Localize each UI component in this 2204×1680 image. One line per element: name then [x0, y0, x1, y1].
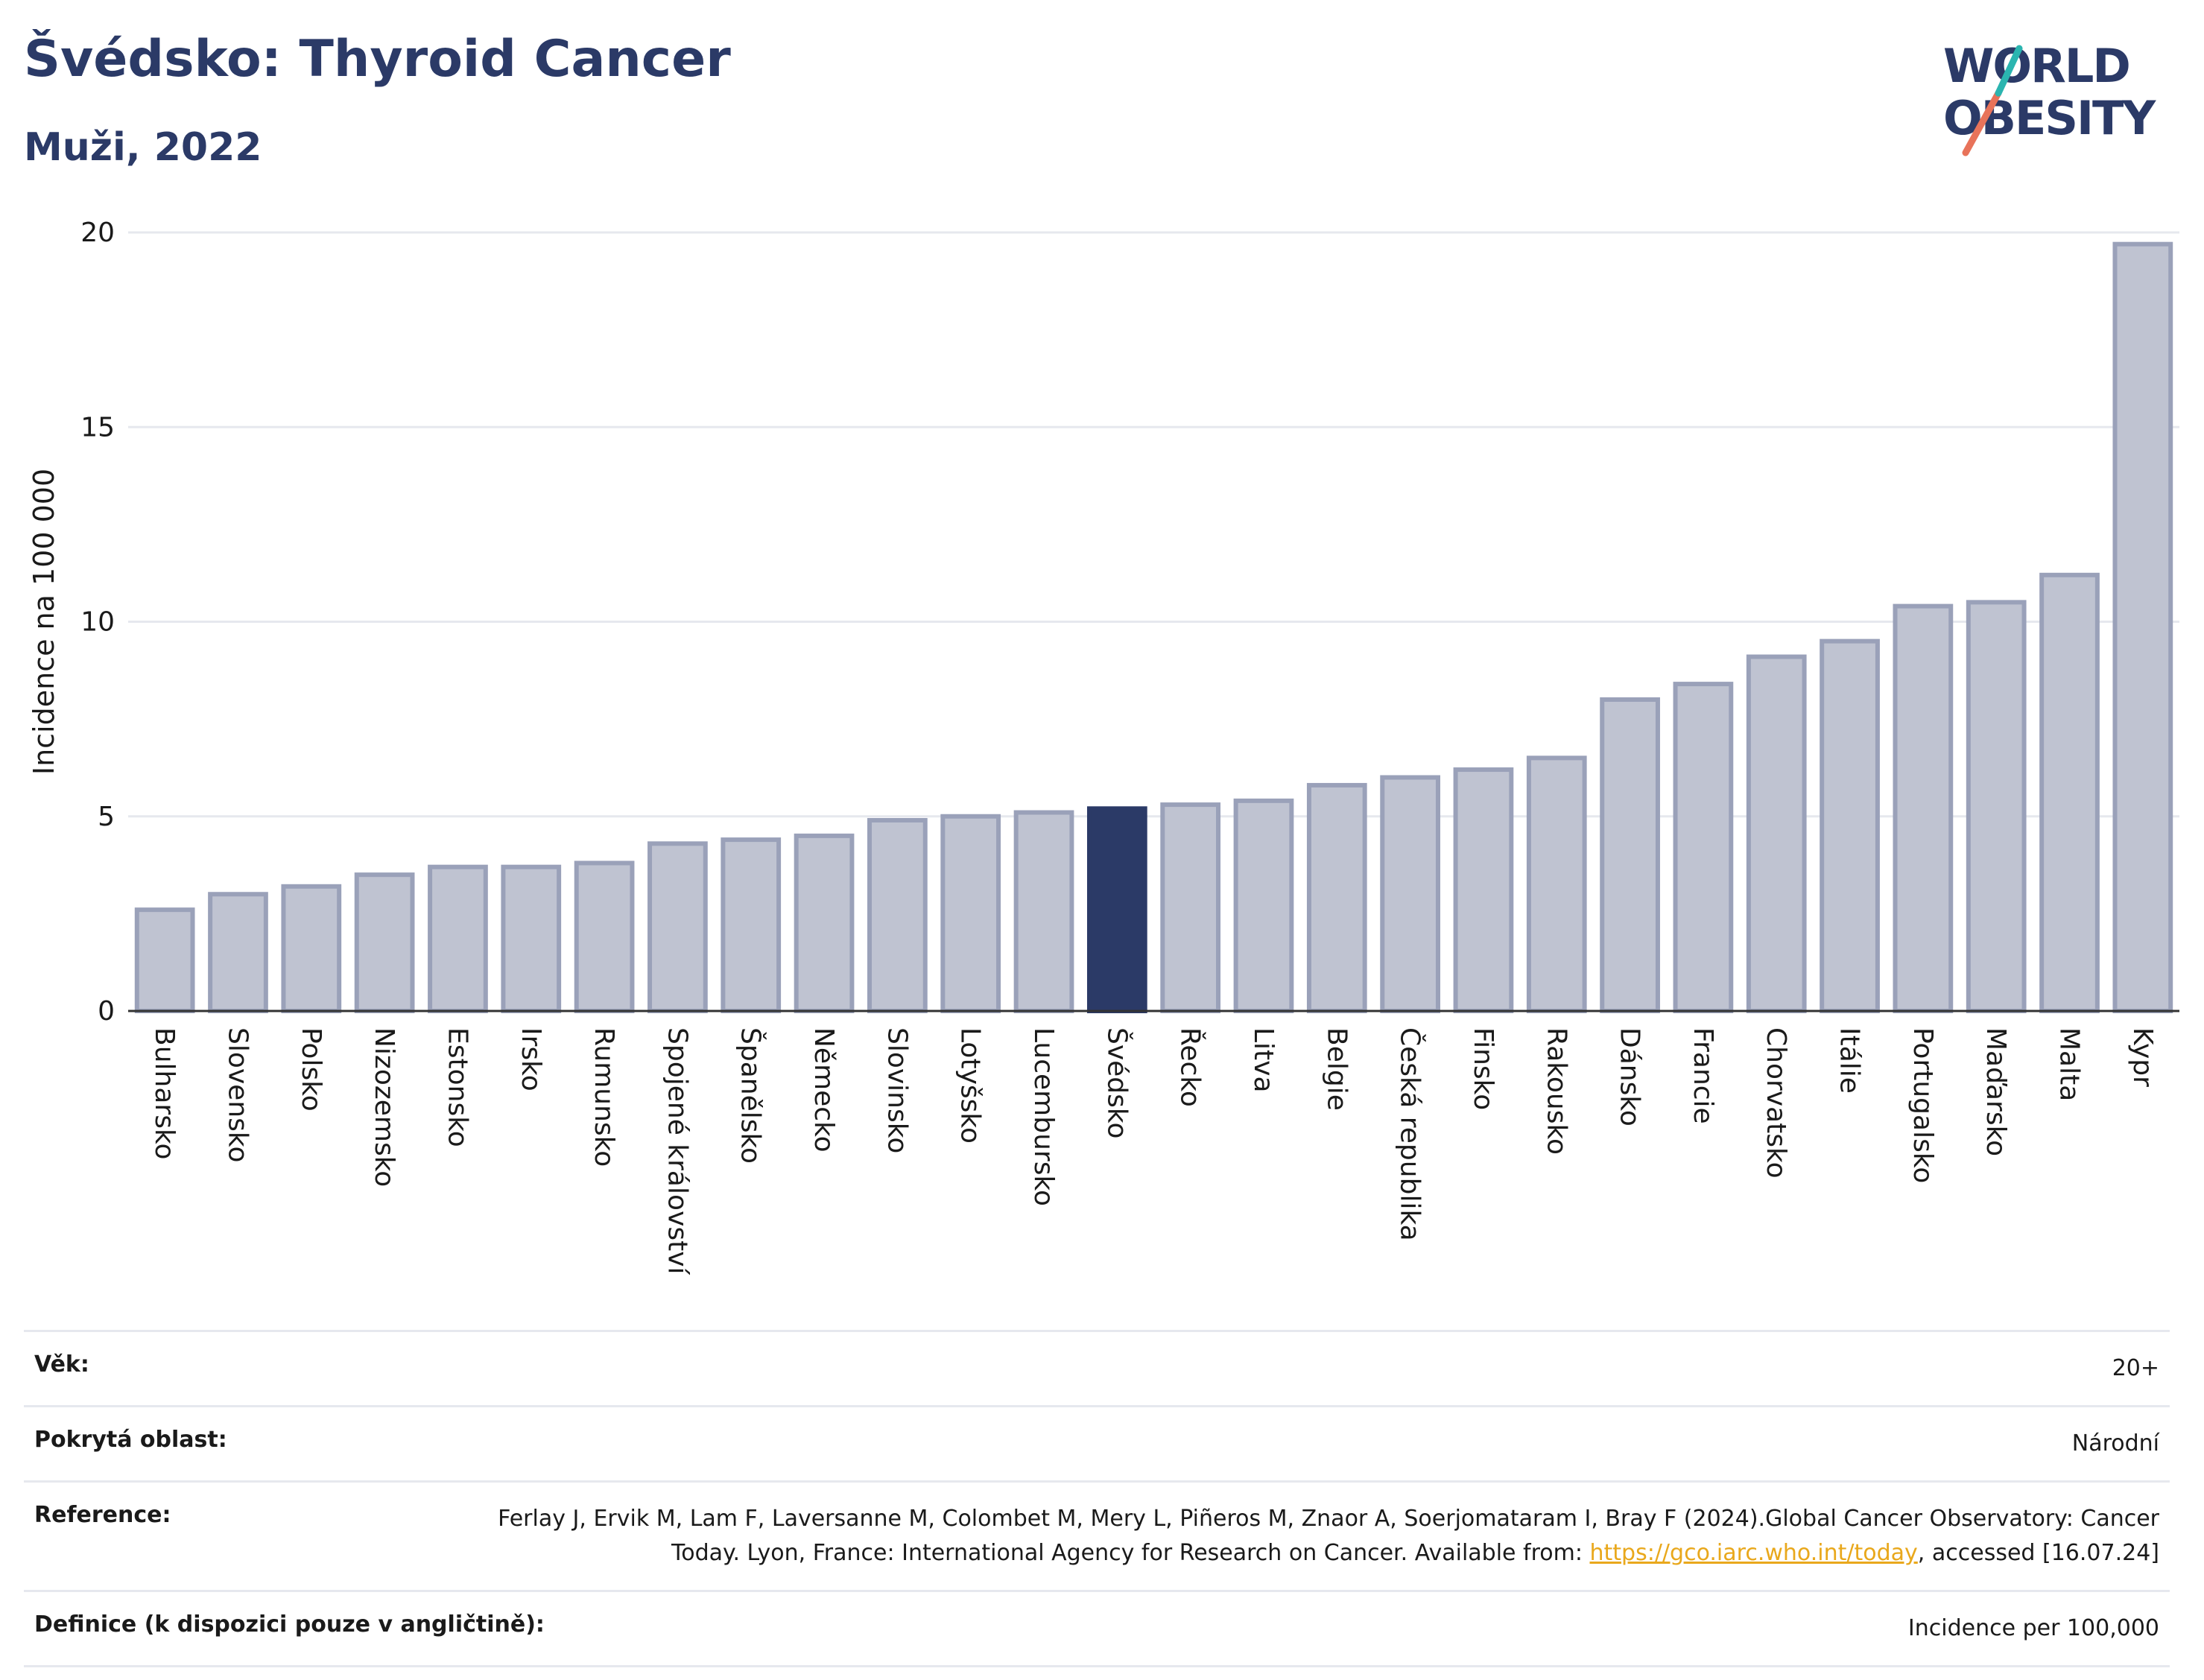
y-tick-label: 0 — [98, 996, 115, 1027]
x-tick-label: Řecko — [1175, 1027, 1206, 1107]
x-tick-label: Bulharsko — [149, 1027, 180, 1160]
bar — [867, 817, 928, 1013]
bar — [134, 907, 195, 1014]
definition-label: Definice (k dispozici pouze v angličtině… — [34, 1611, 545, 1638]
svg-text:OBESITY: OBESITY — [1943, 91, 2156, 145]
svg-text:WORLD: WORLD — [1943, 39, 2129, 93]
x-tick-label: Irsko — [516, 1027, 546, 1091]
x-tick-label: Polsko — [296, 1027, 326, 1112]
bar — [2112, 241, 2173, 1013]
x-tick-label: Belgie — [1321, 1027, 1352, 1111]
x-tick-label: Portugalsko — [1907, 1027, 1938, 1183]
bar — [1086, 806, 1147, 1014]
x-tick-label: Malta — [2054, 1027, 2085, 1101]
meta-row-definition: Definice (k dispozici pouze v angličtině… — [24, 1590, 2170, 1667]
reference-text: Ferlay J, Ervik M, Lam F, Laversanne M, … — [498, 1506, 2159, 1566]
age-label: Věk: — [34, 1351, 89, 1378]
bar — [940, 814, 1001, 1013]
y-axis-label: Incidence na 100 000 — [28, 469, 60, 775]
bar — [1453, 767, 1514, 1014]
y-tick-label: 10 — [80, 607, 115, 638]
bar — [1013, 810, 1074, 1014]
bar — [428, 864, 488, 1014]
bar-chart: 0 5 10 15 20 Incidence na 100 000 Bulharsko Slo… — [28, 218, 2179, 1275]
x-tick-label: Rakousko — [1541, 1027, 1571, 1155]
bar — [1160, 802, 1221, 1013]
bar — [1233, 798, 1294, 1013]
x-tick-label: Maďarsko — [1980, 1027, 2011, 1156]
x-tick-label: Švédsko — [1101, 1027, 1133, 1139]
x-tick-label: Slovinsko — [881, 1027, 912, 1153]
x-tick-label: Finsko — [1468, 1027, 1498, 1110]
reference-link[interactable]: https://gco.iarc.who.int/today — [1589, 1540, 1918, 1566]
bar — [1380, 775, 1440, 1013]
bar — [1673, 682, 1734, 1013]
x-tick-label: Česká republika — [1395, 1027, 1426, 1241]
bar — [1306, 782, 1367, 1013]
bar — [794, 833, 855, 1013]
metadata-table: Věk: 20+ Pokrytá oblast: Národní Referen… — [24, 1330, 2170, 1667]
x-tick-label: Slovensko — [222, 1027, 253, 1163]
bar — [281, 884, 342, 1014]
bar — [647, 841, 708, 1013]
bar — [1966, 600, 2027, 1013]
meta-row-coverage: Pokrytá oblast: Národní — [24, 1405, 2170, 1480]
coverage-value: Národní — [2071, 1430, 2159, 1456]
meta-row-reference: Reference: Ferlay J, Ervik M, Lam F, Lav… — [24, 1480, 2170, 1590]
x-tick-label: Německo — [808, 1027, 839, 1153]
x-tick-label: Spojené království — [662, 1027, 692, 1275]
bar — [1893, 603, 1954, 1013]
bar — [721, 837, 782, 1013]
age-value: 20+ — [2112, 1355, 2159, 1381]
bar — [1820, 638, 1880, 1013]
x-tick-label: Dánsko — [1615, 1027, 1645, 1126]
page-subtitle: Muži, 2022 — [24, 125, 262, 170]
bar — [1600, 697, 1660, 1013]
definition-value: Incidence per 100,000 — [1907, 1615, 2159, 1641]
x-tick-label: Lotyšsko — [955, 1027, 986, 1144]
reference-label: Reference: — [34, 1502, 171, 1528]
bar — [574, 860, 635, 1013]
bar — [1746, 654, 1807, 1014]
x-tick-label: Estonsko — [442, 1027, 472, 1147]
world-obesity-logo: WORLD OBESITY — [1943, 39, 2158, 156]
bar — [501, 864, 562, 1014]
x-tick-label: Litva — [1248, 1027, 1279, 1093]
coverage-label: Pokrytá oblast: — [34, 1427, 227, 1453]
x-tick-label: Španělsko — [735, 1027, 767, 1164]
bar — [2039, 572, 2100, 1013]
y-tick-label: 20 — [80, 218, 115, 248]
reference-value: Ferlay J, Ervik M, Lam F, Laversanne M, … — [446, 1502, 2159, 1570]
y-tick-label: 5 — [98, 802, 115, 832]
x-tick-label: Itálie — [1834, 1027, 1865, 1094]
bar — [1526, 755, 1587, 1013]
page-title: Švédsko: Thyroid Cancer — [24, 30, 731, 89]
bar — [208, 892, 268, 1013]
y-tick-label: 15 — [80, 412, 115, 443]
x-tick-label: Francie — [1688, 1027, 1718, 1124]
reference-suffix: , accessed [16.07.24] — [1917, 1540, 2159, 1566]
x-tick-label: Rumunsko — [589, 1027, 619, 1167]
x-tick-label: Lucembursko — [1028, 1027, 1059, 1206]
bar — [354, 872, 415, 1013]
meta-row-age: Věk: 20+ — [24, 1330, 2170, 1405]
x-tick-label: Nizozemsko — [369, 1027, 399, 1187]
x-tick-label: Chorvatsko — [1761, 1027, 1791, 1179]
x-tick-label: Kypr — [2127, 1027, 2158, 1087]
